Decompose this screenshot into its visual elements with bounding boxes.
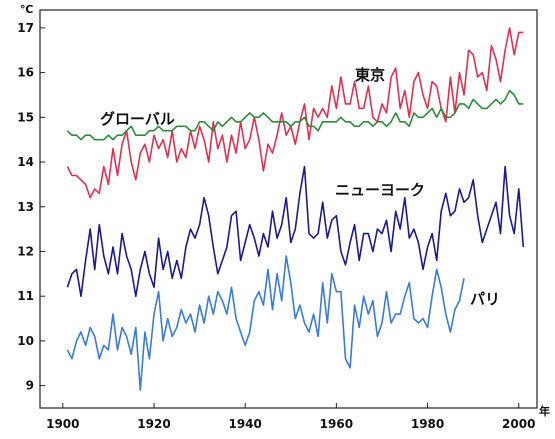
y-tick-label: 9 xyxy=(26,379,34,393)
series-lines xyxy=(66,27,525,391)
x-tick-label: 2000 xyxy=(502,417,535,431)
series-line-newyork xyxy=(66,165,525,298)
y-tick-label: 12 xyxy=(17,244,34,258)
y-tick-label: 15 xyxy=(17,110,34,124)
series-label-paris: パリ xyxy=(470,290,500,308)
y-tick-label: 16 xyxy=(17,66,34,80)
plot-frame xyxy=(39,9,538,409)
x-tick-label: 1900 xyxy=(46,417,79,431)
y-tick-label: 10 xyxy=(17,334,34,348)
series-label-tokyo: 東京 xyxy=(355,66,385,84)
y-tick-label: 13 xyxy=(17,200,34,214)
series-label-newyork: ニューヨーク xyxy=(335,181,425,199)
series-line-tokyo xyxy=(66,27,524,199)
x-axis-unit: 年 xyxy=(539,404,550,418)
y-tick-label: 11 xyxy=(17,289,34,303)
series-line-paris xyxy=(66,255,465,391)
x-axis: 1900 1920 1940 1960 1980 2000 xyxy=(46,403,535,431)
x-tick-label: 1920 xyxy=(137,417,170,431)
series-line-global xyxy=(66,89,524,141)
x-tick-label: 1960 xyxy=(320,417,353,431)
series-label-global: グローバル xyxy=(100,110,175,128)
y-tick-label: 17 xyxy=(17,21,34,35)
y-tick-label: 14 xyxy=(17,155,34,169)
y-axis: 9 10 11 12 13 14 15 16 17 xyxy=(17,21,45,393)
x-tick-label: 1980 xyxy=(411,417,444,431)
x-tick-label: 1940 xyxy=(228,417,261,431)
y-axis-unit: ℃ xyxy=(20,3,33,16)
